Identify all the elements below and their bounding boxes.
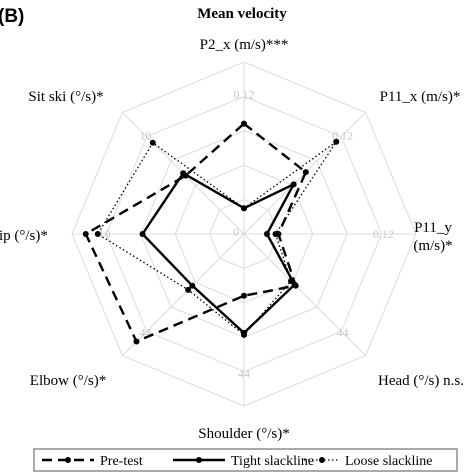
legend-item: Tight slackline <box>173 454 314 469</box>
data-point <box>139 231 146 237</box>
data-point <box>263 231 270 237</box>
legend-label: Pre-test <box>100 454 143 469</box>
axis-label-line: P11_y <box>414 220 452 236</box>
radar-grid <box>71 61 417 407</box>
axis-label-line: Shoulder (°/s)* <box>198 426 289 442</box>
data-point <box>82 231 89 237</box>
data-point <box>241 205 247 212</box>
series-loose-slackline <box>94 138 340 338</box>
axis-max-label: 44 <box>337 326 349 340</box>
data-point <box>133 338 140 345</box>
axis-max-label: 10 <box>99 227 111 241</box>
legend-item: Loose slackline <box>304 454 432 469</box>
series-line <box>140 171 297 335</box>
data-point <box>241 331 247 338</box>
data-point <box>333 138 340 145</box>
series-line <box>96 141 337 336</box>
data-point <box>189 282 196 289</box>
axis-label: Elbow (°/s)* <box>30 373 106 389</box>
axis-max-label: 0.12 <box>373 227 394 241</box>
legend-box <box>33 448 458 472</box>
axis-labels: P2_x (m/s)*** P11_x (m/s)* P11_y (m/s)* Head… <box>0 37 464 442</box>
axis-label-line: Head (°/s) n.s. <box>378 373 464 389</box>
legend-swatch-marker <box>319 457 325 463</box>
data-point <box>302 169 309 176</box>
panel-label: (B) <box>0 6 24 27</box>
data-point <box>180 170 187 177</box>
center-label: 0 <box>233 225 239 239</box>
legend-swatch-marker <box>65 457 71 463</box>
axis-label-line: P11_x (m/s)* <box>380 89 461 105</box>
axis-label: Head (°/s) n.s. <box>378 373 464 389</box>
data-point <box>272 231 279 237</box>
data-point <box>290 181 297 188</box>
series-line <box>84 122 308 344</box>
legend-swatch-marker <box>196 457 202 463</box>
series-tight-slackline <box>139 170 298 336</box>
axis-label: Shoulder (°/s)* <box>198 426 289 442</box>
data-point <box>185 286 192 293</box>
legend-item: Pre-test <box>42 454 143 469</box>
grid-spoke <box>243 233 366 356</box>
data-point <box>241 120 247 127</box>
data-point <box>149 139 156 146</box>
axis-max-label: 0.12 <box>234 88 255 102</box>
chart-title: Mean velocity <box>197 6 287 22</box>
axis-max-label: 10 <box>139 128 151 142</box>
axis-label-line: Elbow (°/s)* <box>30 373 106 389</box>
axis-label: Sit ski (°/s)* <box>28 89 103 105</box>
axis-label-line: Sit ski (°/s)* <box>28 89 103 105</box>
axis-label-line: P2_x (m/s)*** <box>200 37 289 53</box>
legend-label: Loose slackline <box>345 454 432 469</box>
data-point <box>287 277 294 284</box>
axis-label: P2_x (m/s)*** <box>200 37 289 53</box>
axis-label-line: Hip (°/s)* <box>0 228 48 244</box>
data-series <box>82 120 340 345</box>
axis-max-label: 44 <box>238 366 250 380</box>
axis-label-line: (m/s)* <box>413 238 452 254</box>
data-point <box>94 231 101 237</box>
axis-label: P11_y (m/s)* <box>413 220 452 254</box>
data-point <box>241 292 247 299</box>
legend-label: Tight slackline <box>231 454 314 469</box>
grid-spoke <box>122 233 245 356</box>
legend: Pre-test Tight slackline Loose slackline <box>33 448 458 472</box>
axis-label: Hip (°/s)* <box>0 228 48 244</box>
axis-label: P11_x (m/s)* <box>380 89 461 105</box>
